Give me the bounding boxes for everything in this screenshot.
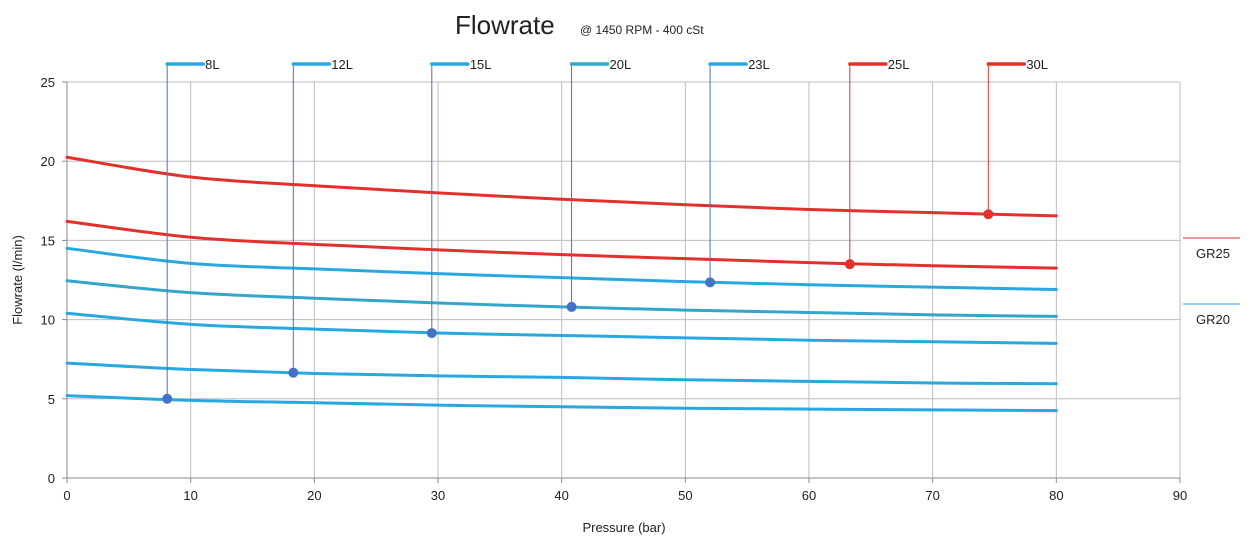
x-tick-labels: 0 10 20 30 40 50 60 70 80 90 — [63, 488, 1187, 503]
x-axis-label: Pressure (bar) — [582, 520, 665, 535]
series-line-8l — [65, 394, 1058, 413]
x-tick-label: 20 — [307, 488, 321, 503]
chart-title-main: Flowrate — [455, 10, 555, 40]
marker-8l — [162, 393, 173, 404]
flag-label-15l: 15L — [470, 57, 492, 72]
flag-label-25l: 25L — [888, 57, 910, 72]
series-line-12l — [65, 361, 1058, 386]
marker-23l — [705, 277, 716, 288]
legend-label-gr20: GR20 — [1196, 312, 1230, 327]
marker-30l — [983, 209, 994, 220]
flag-label-20l: 20L — [610, 57, 632, 72]
series-flags: 8L 12L 15L 20L 23L 25L 30L — [165, 57, 1048, 399]
x-tick-label: 30 — [431, 488, 445, 503]
series-line-20l — [65, 279, 1058, 318]
legend: GR25 GR20 — [1183, 237, 1240, 327]
marker-15l — [426, 328, 437, 339]
x-tick-label: 10 — [183, 488, 197, 503]
x-tick-label: 70 — [925, 488, 939, 503]
y-tick-label: 10 — [41, 313, 55, 328]
x-tick-label: 90 — [1173, 488, 1187, 503]
x-tick-label: 60 — [802, 488, 816, 503]
flag-label-8l: 8L — [205, 57, 219, 72]
legend-label-gr25: GR25 — [1196, 246, 1230, 261]
marker-20l — [566, 301, 577, 312]
x-tick-label: 0 — [63, 488, 70, 503]
x-tick-label: 50 — [678, 488, 692, 503]
series-line-30l — [65, 155, 1058, 218]
y-tick-labels: 0 5 10 15 20 25 — [41, 75, 55, 486]
y-tick-label: 25 — [41, 75, 55, 90]
chart-title: Flowrate @ 1450 RPM - 400 cSt — [455, 10, 704, 40]
series-line-23l — [65, 246, 1058, 291]
y-tick-label: 5 — [48, 392, 55, 407]
series-markers — [162, 209, 994, 404]
x-tick-label: 40 — [554, 488, 568, 503]
y-axis-label: Flowrate (l/min) — [10, 235, 25, 325]
series-line-25l — [65, 219, 1058, 270]
flag-label-23l: 23L — [748, 57, 770, 72]
series-line-15l — [65, 311, 1058, 345]
y-tick-label: 20 — [41, 154, 55, 169]
x-tick-label: 80 — [1049, 488, 1063, 503]
chart-subtitle: @ 1450 RPM - 400 cSt — [580, 23, 704, 37]
y-tick-label: 15 — [41, 233, 55, 248]
marker-25l — [844, 259, 855, 270]
flag-label-30l: 30L — [1026, 57, 1048, 72]
flag-label-12l: 12L — [331, 57, 353, 72]
marker-12l — [288, 367, 299, 378]
y-tick-label: 0 — [48, 471, 55, 486]
plot-axes — [62, 81, 1181, 483]
series-lines — [65, 155, 1058, 413]
